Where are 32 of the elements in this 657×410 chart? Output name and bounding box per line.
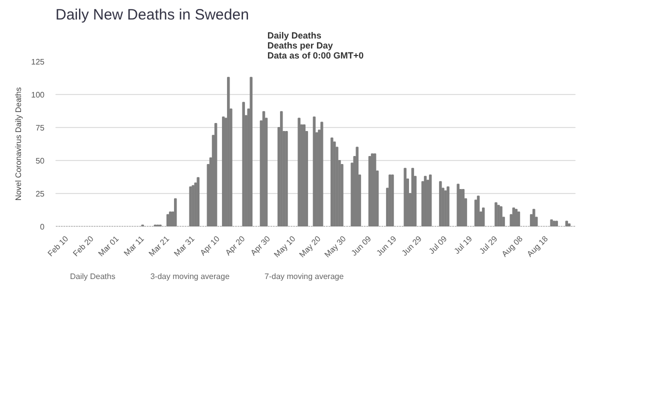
x-tick-label: Apr 30 — [248, 234, 272, 258]
x-tick-label: Aug 08 — [500, 234, 525, 259]
x-tick-label: May 30 — [322, 234, 348, 260]
x-tick-label: Jun 09 — [350, 234, 374, 258]
x-tick-label: Feb 10 — [46, 234, 70, 258]
text: 7-day moving average — [264, 272, 344, 280]
x-tick-label: Feb 20 — [71, 234, 96, 258]
y-tick-label: 25 — [36, 190, 46, 198]
y-tick-label: 50 — [36, 156, 46, 166]
x-tick-label: Mar 11 — [122, 234, 146, 258]
y-tick-label: 100 — [31, 90, 46, 100]
x-tick-label: Jun 29 — [400, 234, 424, 258]
x-tick-label: Mar 21 — [147, 234, 172, 258]
x-tick-label: Apr 20 — [224, 234, 248, 258]
y-axis-title: Novel Coronavirus Daily Deaths — [14, 87, 24, 201]
x-tick-label: Jul 19 — [452, 234, 474, 256]
chart-subtitle: Daily Deaths Deaths per Day Data as of 0:00 GMT+0 — [267, 30, 364, 60]
x-tick-label: Mar 01 — [96, 234, 121, 258]
x-tick-label: May 20 — [298, 234, 323, 260]
y-tick-label: 125 — [31, 58, 46, 66]
x-tick-label: Mar 31 — [172, 234, 197, 258]
x-tick-label: Jul 09 — [427, 234, 450, 256]
x-tick-label: Jun 19 — [374, 234, 399, 258]
x-tick-label: May 10 — [272, 234, 298, 260]
x-tick-label: Aug 18 — [525, 234, 550, 259]
text: 3-day moving average — [150, 272, 230, 280]
y-tick-label: 0 — [40, 222, 46, 232]
y-tick-label: 75 — [36, 124, 46, 132]
text: Daily Deaths — [70, 272, 116, 280]
x-tick-label: Apr 10 — [198, 234, 222, 258]
x-tick-label: Jul 29 — [478, 234, 500, 256]
chart-title: Daily New Deaths in Sweden — [56, 6, 249, 24]
